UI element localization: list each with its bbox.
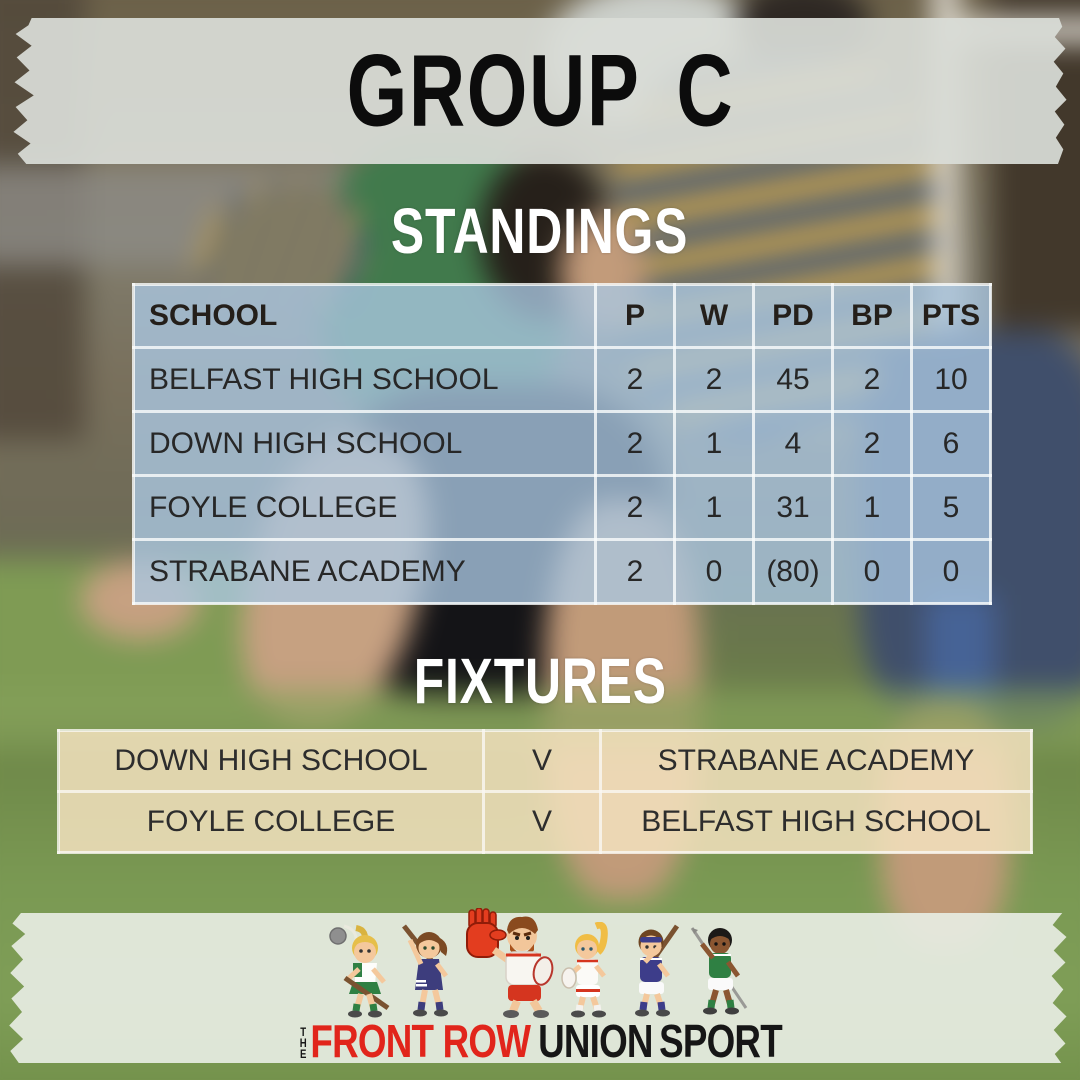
rugby-man-red-hand-icon	[466, 908, 554, 1018]
fixtures-table: DOWN HIGH SCHOOL V STRABANE ACADEMY FOYL…	[57, 729, 1033, 854]
home-team: DOWN HIGH SCHOOL	[57, 729, 485, 793]
column-header-w: W	[673, 283, 755, 349]
camogie-girl-icon	[402, 924, 448, 1017]
table-row: BELFAST HIGH SCHOOL 2 2 45 2 10	[132, 346, 992, 413]
table-row: DOWN HIGH SCHOOL 2 1 4 2 6	[132, 410, 992, 477]
played-value: 2	[594, 410, 676, 477]
fixtures-heading: FIXTURES	[413, 645, 667, 717]
column-header-school: SCHOOL	[132, 283, 597, 349]
versus-label: V	[482, 729, 602, 793]
played-value: 2	[594, 346, 676, 413]
fixture-row: FOYLE COLLEGE V BELFAST HIGH SCHOOL	[57, 790, 1033, 854]
column-header-pd: PD	[752, 283, 834, 349]
school-name: STRABANE ACADEMY	[132, 538, 597, 605]
column-header-p: P	[594, 283, 676, 349]
points-diff-value: 31	[752, 474, 834, 541]
column-header-pts: PTS	[910, 283, 992, 349]
school-name: DOWN HIGH SCHOOL	[132, 410, 597, 477]
rugby-girl-icon	[561, 922, 608, 1018]
played-value: 2	[594, 474, 676, 541]
brand-front-row-label: FRONT ROW	[310, 1015, 530, 1067]
fixture-row: DOWN HIGH SCHOOL V STRABANE ACADEMY	[57, 729, 1033, 793]
table-row: FOYLE COLLEGE 2 1 31 1 5	[132, 474, 992, 541]
wins-value: 0	[673, 538, 755, 605]
bonus-points-value: 0	[831, 538, 913, 605]
mascot-row	[0, 908, 1080, 1018]
points-value: 5	[910, 474, 992, 541]
bonus-points-value: 2	[831, 346, 913, 413]
standings-heading: STANDINGS	[391, 195, 689, 267]
wins-value: 1	[673, 474, 755, 541]
brand-wordmark: THE FRONT ROW UNION SPORT	[0, 1018, 1080, 1064]
versus-label: V	[482, 790, 602, 854]
points-value: 6	[910, 410, 992, 477]
points-diff-value: 45	[752, 346, 834, 413]
brand-the-label: THE	[297, 1024, 309, 1058]
javelin-boy-icon	[690, 927, 748, 1015]
standings-header-row: SCHOOL P W PD BP PTS	[132, 283, 992, 349]
title-banner: GROUP C	[13, 18, 1067, 164]
bonus-points-value: 1	[831, 474, 913, 541]
away-team: BELFAST HIGH SCHOOL	[599, 790, 1033, 854]
wins-value: 2	[673, 346, 755, 413]
table-row: STRABANE ACADEMY 2 0 (80) 0 0	[132, 538, 992, 605]
field-hockey-girl-icon	[329, 924, 390, 1018]
away-team: STRABANE ACADEMY	[599, 729, 1033, 793]
home-team: FOYLE COLLEGE	[57, 790, 485, 854]
wins-value: 1	[673, 410, 755, 477]
school-name: BELFAST HIGH SCHOOL	[132, 346, 597, 413]
bonus-points-value: 2	[831, 410, 913, 477]
points-value: 0	[910, 538, 992, 605]
brand-union-label: UNION	[537, 1015, 653, 1067]
points-diff-value: 4	[752, 410, 834, 477]
brand-sport-label: SPORT	[658, 1015, 783, 1067]
school-name: FOYLE COLLEGE	[132, 474, 597, 541]
points-value: 10	[910, 346, 992, 413]
played-value: 2	[594, 538, 676, 605]
column-header-bp: BP	[831, 283, 913, 349]
hurling-boy-icon	[635, 924, 680, 1017]
page-title: GROUP C	[346, 33, 734, 149]
points-diff-value: (80)	[752, 538, 834, 605]
standings-table: SCHOOL P W PD BP PTS BELFAST HIGH SCHOOL…	[132, 283, 992, 605]
